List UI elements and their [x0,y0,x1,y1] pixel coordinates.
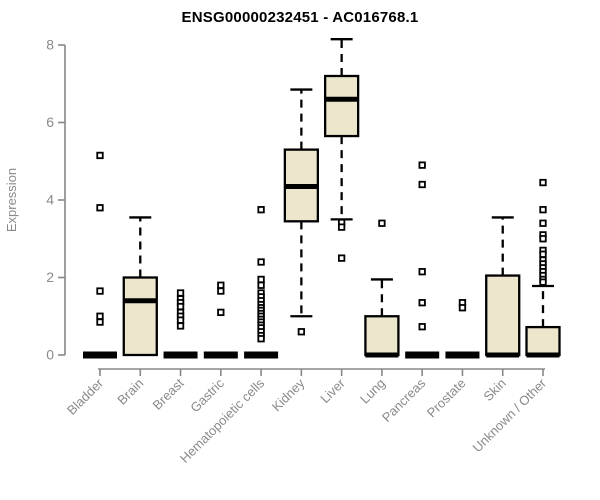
outlier-point [257,206,265,214]
outlier-point [96,204,104,212]
outlier-point [418,299,426,307]
collapsed-box [163,351,198,359]
outlier-point [96,312,104,320]
category-label: Gastric [187,375,227,415]
outlier-point [176,316,185,324]
y-tick-label: 0 [46,347,54,363]
outlier-point [378,219,386,227]
category-label: Prostate [424,376,469,421]
outlier-point [217,308,225,317]
outlier-point [176,302,185,311]
y-axis-title: Expression [4,168,19,232]
outlier-point [418,180,426,189]
category-label: Brain [114,376,146,408]
category-label: Bladder [64,375,107,418]
outlier-point [257,258,265,266]
outlier-point [337,254,346,262]
outlier-point [539,219,547,227]
outlier-point [418,323,426,331]
category-label: Skin [480,376,508,404]
outlier-point [217,281,225,289]
collapsed-box [244,351,279,359]
collapsed-box [83,351,117,359]
outlier-point [418,161,426,169]
outlier-point [257,275,265,284]
outlier-point [96,318,104,326]
category-label: Kidney [269,375,308,414]
outlier-point [96,151,104,160]
category-label: Unknown / Other [470,375,550,455]
box [323,74,360,138]
outlier-point [539,278,547,286]
collapsed-box [203,351,238,359]
outlier-point [337,223,346,231]
y-tick-label: 4 [46,192,54,208]
y-tick-label: 2 [46,269,54,285]
outlier-point [176,322,185,330]
chart-title: ENSG00000232451 - AC016768.1 [181,9,419,26]
y-tick-label: 6 [46,114,54,130]
outlier-point [257,281,265,289]
outlier-point [217,287,225,295]
box [485,274,521,357]
outlier-point [539,235,547,243]
outlier-point [418,268,426,276]
outlier-point [176,289,185,297]
category-label: Pancreas [379,375,429,425]
box [364,315,400,357]
category-label: Breast [149,375,186,412]
outlier-point [539,250,547,258]
y-tick-label: 8 [46,37,54,53]
category-label: Lung [357,376,388,407]
outlier-point [297,328,306,336]
box [525,325,561,357]
box [122,276,158,357]
outlier-point [458,304,467,312]
category-label: Liver [317,375,348,406]
outlier-point [539,178,547,187]
collapsed-box [445,351,480,359]
outlier-point [539,206,547,214]
outlier-point [96,287,104,295]
outlier-point [257,335,265,343]
collapsed-box [405,351,440,359]
